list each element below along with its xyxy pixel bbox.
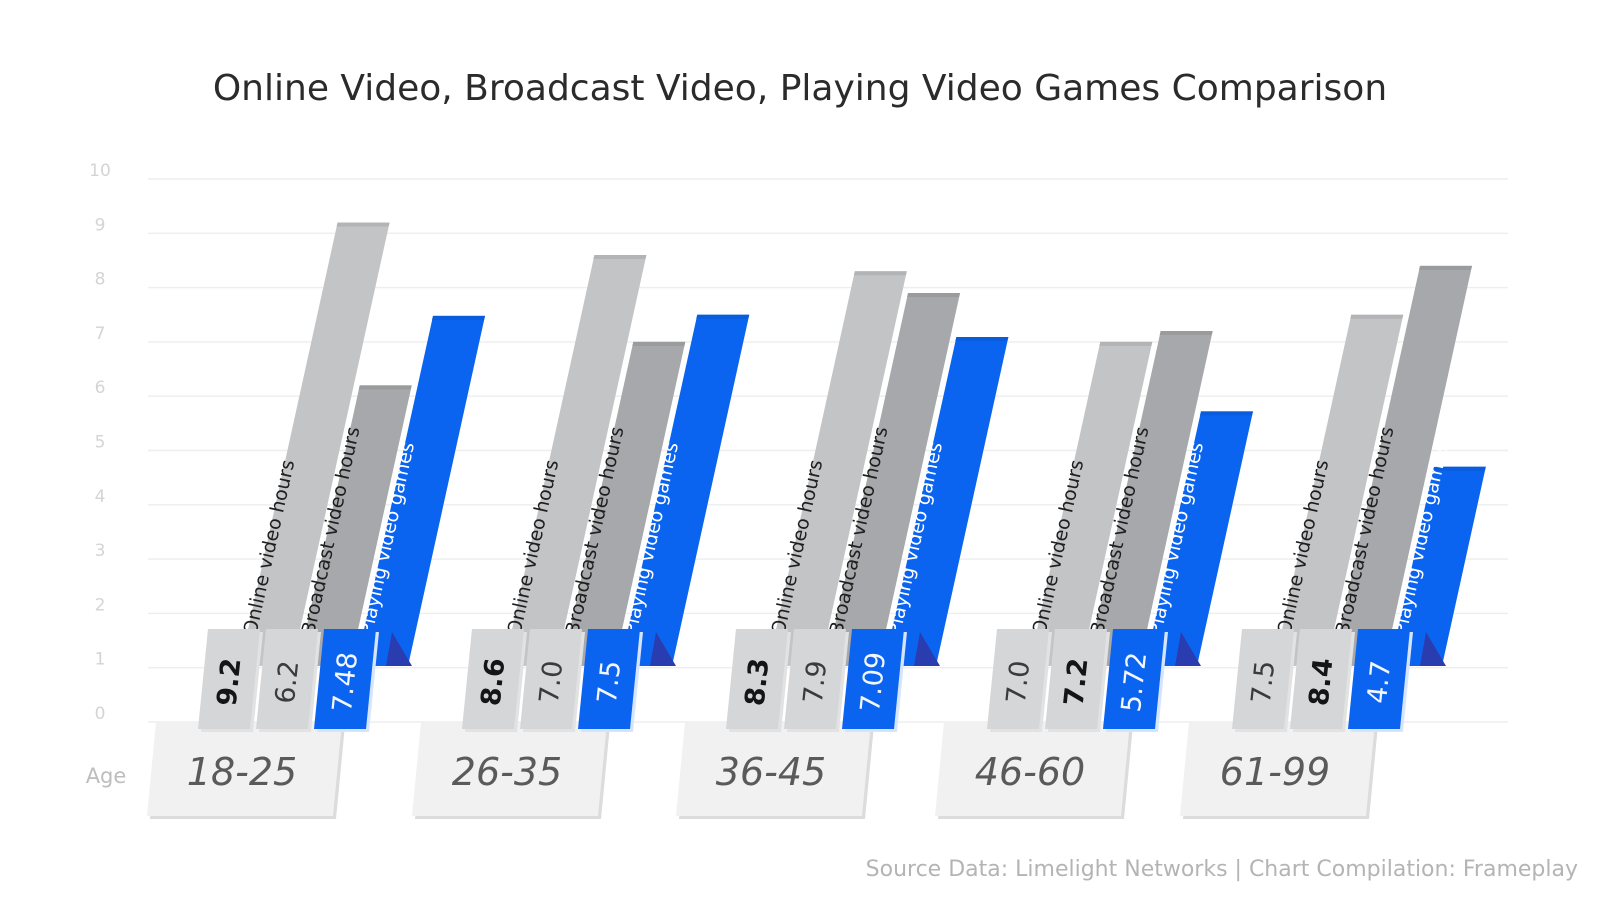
bar-top-edge <box>1350 314 1404 319</box>
category-label: 61-99 <box>1220 750 1330 794</box>
value-label: 8.6 <box>476 657 512 708</box>
bar-top-edge <box>432 315 486 320</box>
age-category-tiles: 18-25 26-35 36-45 46-60 61-99 <box>147 722 1378 819</box>
value-label: 7.09 <box>855 651 892 714</box>
bar <box>1274 314 1404 666</box>
category-tile <box>412 722 607 816</box>
value-label: 7.0 <box>1001 659 1036 705</box>
value-label: 7.0 <box>534 659 569 705</box>
value-label: 7.2 <box>1059 657 1095 708</box>
value-label: 4.7 <box>1362 659 1397 705</box>
bar <box>240 222 390 666</box>
bar-top-edge <box>1419 265 1473 270</box>
bar-top-edge <box>1432 466 1486 471</box>
bar-fold <box>1420 632 1446 666</box>
value-tab <box>198 629 260 729</box>
y-tick-label: 10 <box>89 161 111 181</box>
value-label: 9.2 <box>212 657 248 708</box>
bar-top-edge <box>336 222 390 227</box>
category-tile <box>1180 722 1375 816</box>
value-tab <box>842 629 904 729</box>
category-label: 46-60 <box>975 750 1085 794</box>
category-tile <box>676 722 871 816</box>
y-tick-label: 8 <box>95 270 106 290</box>
value-label: 8.3 <box>740 657 776 708</box>
value-tab <box>578 629 640 729</box>
bar <box>1145 411 1254 666</box>
bar-fold <box>386 632 412 666</box>
value-tab <box>1290 629 1352 729</box>
chart-title: Online Video, Broadcast Video, Playing V… <box>213 68 1387 109</box>
bar <box>1029 341 1153 666</box>
value-tab <box>1348 629 1410 729</box>
bar-top-edge <box>853 271 907 276</box>
bar <box>620 314 750 666</box>
bar-fold <box>650 632 676 666</box>
bar-top-edge <box>1099 341 1153 346</box>
bar-top-edge <box>358 385 412 390</box>
value-label: 7.9 <box>798 659 833 705</box>
bar-top-edge <box>955 337 1009 342</box>
value-tab <box>987 629 1049 729</box>
bar-top-edge <box>632 341 686 346</box>
bar-fold <box>1175 632 1201 666</box>
category-tile <box>935 722 1130 816</box>
source-note: Source Data: Limelight Networks | Chart … <box>866 857 1578 882</box>
bar-top-edge <box>1159 331 1213 336</box>
value-tab <box>1232 629 1294 729</box>
bar <box>826 293 961 666</box>
bar <box>562 341 686 666</box>
bar <box>1087 331 1213 666</box>
value-tab <box>520 629 582 729</box>
value-label: 6.2 <box>270 659 305 705</box>
bar <box>504 255 647 666</box>
x-axis-title: Age <box>86 764 127 788</box>
value-tab <box>314 629 376 729</box>
value-tabs: 9.2 6.2 7.48 8.6 7.0 7.5 8.3 7.9 7.09 7.0 7.2 5.72 7… <box>198 629 1413 732</box>
category-label: 26-35 <box>452 750 562 794</box>
value-tab <box>726 629 788 729</box>
value-label: 5.72 <box>1116 651 1153 714</box>
value-tab <box>1103 629 1165 729</box>
bar <box>884 337 1009 666</box>
value-label: 8.4 <box>1304 657 1340 708</box>
y-axis-ticks: 0 1 2 3 4 5 6 7 8 9 10 <box>89 161 111 724</box>
category-tile <box>147 722 342 816</box>
bar-top-edge <box>907 293 961 298</box>
y-tick-label: 6 <box>95 378 106 398</box>
bar-top-edge <box>696 314 750 319</box>
y-tick-label: 4 <box>95 487 106 507</box>
y-tick-label: 1 <box>95 650 106 670</box>
bar <box>298 385 412 666</box>
category-label: 18-25 <box>187 750 297 794</box>
value-label: 7.5 <box>1246 659 1281 705</box>
value-tab <box>784 629 846 729</box>
bar <box>356 315 486 666</box>
value-label: 7.5 <box>592 659 627 705</box>
y-tick-label: 9 <box>95 215 106 235</box>
value-tab <box>462 629 524 729</box>
bar <box>768 271 907 666</box>
value-tab <box>1045 629 1107 729</box>
value-label: 7.48 <box>327 651 364 714</box>
y-tick-label: 7 <box>95 324 106 344</box>
y-tick-label: 2 <box>95 595 106 615</box>
value-tab <box>256 629 318 729</box>
bar <box>1390 466 1486 666</box>
y-tick-label: 0 <box>95 704 106 724</box>
category-label: 36-45 <box>716 750 826 794</box>
bar <box>1332 265 1473 666</box>
y-tick-label: 3 <box>95 541 106 561</box>
bar-top-edge <box>1200 411 1254 416</box>
y-tick-label: 5 <box>95 433 106 453</box>
bar-top-edge <box>593 255 647 260</box>
bar-fold <box>914 632 940 666</box>
